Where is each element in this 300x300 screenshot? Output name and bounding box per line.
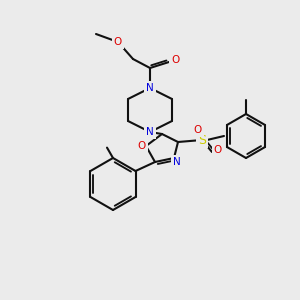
Text: O: O bbox=[194, 125, 202, 135]
Text: N: N bbox=[146, 83, 154, 93]
Text: O: O bbox=[138, 141, 146, 151]
Text: N: N bbox=[173, 157, 181, 167]
Text: O: O bbox=[171, 55, 179, 65]
Text: O: O bbox=[214, 145, 222, 155]
Text: O: O bbox=[114, 37, 122, 47]
Text: S: S bbox=[198, 134, 206, 146]
Text: N: N bbox=[146, 127, 154, 137]
